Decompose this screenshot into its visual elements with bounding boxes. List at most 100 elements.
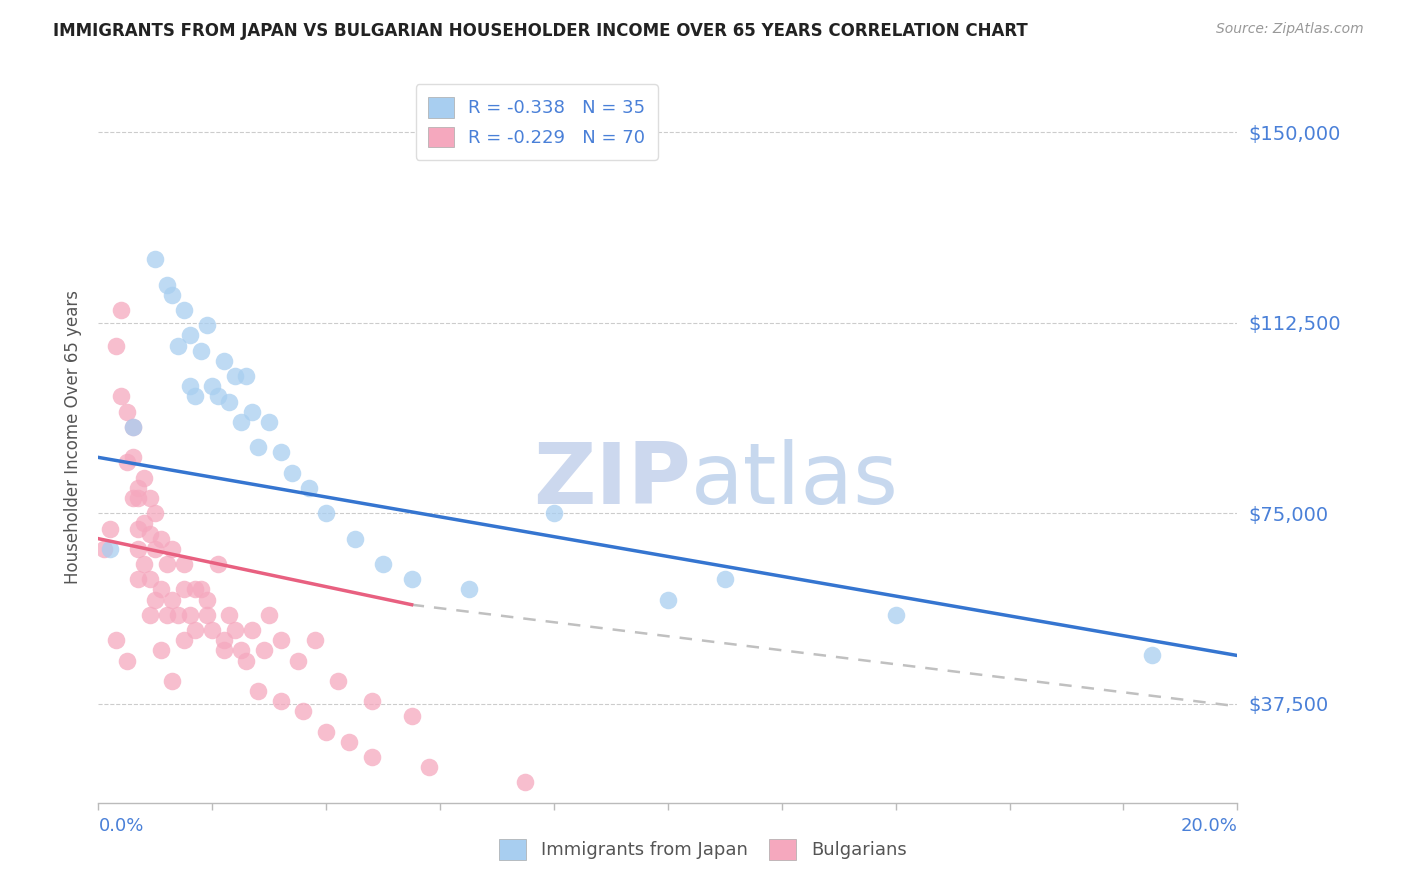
Point <box>224 623 246 637</box>
Point <box>127 541 149 556</box>
Point <box>337 735 360 749</box>
Point <box>167 338 190 352</box>
Point <box>457 582 479 597</box>
Point <box>401 709 423 723</box>
Point <box>240 405 263 419</box>
Text: 0.0%: 0.0% <box>98 817 143 835</box>
Point <box>235 369 257 384</box>
Point <box>259 415 281 429</box>
Point <box>229 643 252 657</box>
Point <box>115 455 138 469</box>
Point <box>121 420 143 434</box>
Point <box>212 354 235 368</box>
Point <box>315 724 337 739</box>
Point <box>127 491 149 505</box>
Point <box>298 481 321 495</box>
Point <box>235 654 257 668</box>
Point <box>127 572 149 586</box>
Point <box>360 750 382 764</box>
Point <box>240 623 263 637</box>
Text: atlas: atlas <box>690 440 898 523</box>
Point <box>252 643 274 657</box>
Point <box>156 607 179 622</box>
Point <box>138 526 160 541</box>
Point <box>150 643 173 657</box>
Point <box>121 450 143 465</box>
Point <box>138 607 160 622</box>
Point <box>145 592 167 607</box>
Point <box>110 389 132 403</box>
Point <box>418 760 440 774</box>
Point <box>401 572 423 586</box>
Point <box>224 369 246 384</box>
Point <box>110 303 132 318</box>
Point <box>138 572 160 586</box>
Point <box>201 379 224 393</box>
Point <box>292 705 315 719</box>
Point <box>218 394 240 409</box>
Point <box>98 541 121 556</box>
Text: ZIP: ZIP <box>533 440 690 523</box>
Point <box>326 673 349 688</box>
Point <box>190 582 212 597</box>
Point <box>270 694 292 708</box>
Point <box>360 694 382 708</box>
Point <box>543 506 565 520</box>
Point <box>229 415 252 429</box>
Point <box>167 607 190 622</box>
Point <box>515 775 537 789</box>
Point <box>93 541 115 556</box>
Point <box>179 607 201 622</box>
Point <box>315 506 337 520</box>
Y-axis label: Householder Income Over 65 years: Householder Income Over 65 years <box>63 290 82 584</box>
Text: IMMIGRANTS FROM JAPAN VS BULGARIAN HOUSEHOLDER INCOME OVER 65 YEARS CORRELATION : IMMIGRANTS FROM JAPAN VS BULGARIAN HOUSE… <box>53 22 1028 40</box>
Point <box>212 633 235 648</box>
Point <box>190 343 212 358</box>
Point <box>179 379 201 393</box>
Point <box>179 328 201 343</box>
Point <box>195 607 218 622</box>
Point <box>246 440 269 454</box>
Point <box>259 607 281 622</box>
Point <box>343 532 366 546</box>
Text: Source: ZipAtlas.com: Source: ZipAtlas.com <box>1216 22 1364 37</box>
Point <box>127 481 149 495</box>
Point <box>162 541 184 556</box>
Point <box>173 557 195 571</box>
Point <box>246 684 269 698</box>
Point <box>156 277 179 292</box>
Point <box>121 420 143 434</box>
Point <box>184 623 207 637</box>
Point <box>270 633 292 648</box>
Point <box>132 471 155 485</box>
Point <box>162 288 184 302</box>
Point <box>115 405 138 419</box>
Point <box>373 557 395 571</box>
Point <box>145 506 167 520</box>
Point <box>657 592 679 607</box>
Point <box>1140 648 1163 663</box>
Point <box>156 557 179 571</box>
Point <box>212 643 235 657</box>
Point <box>150 532 173 546</box>
Point <box>173 582 195 597</box>
Point <box>714 572 737 586</box>
Point <box>121 491 143 505</box>
Point <box>132 557 155 571</box>
Point <box>195 318 218 333</box>
Point <box>145 541 167 556</box>
Point <box>145 252 167 267</box>
Point <box>304 633 326 648</box>
Point <box>173 303 195 318</box>
Point <box>132 516 155 531</box>
Text: 20.0%: 20.0% <box>1181 817 1237 835</box>
Point <box>162 673 184 688</box>
Point <box>281 466 304 480</box>
Point <box>104 633 127 648</box>
Point <box>98 521 121 535</box>
Point <box>138 491 160 505</box>
Point <box>218 607 240 622</box>
Point <box>184 582 207 597</box>
Legend: R = -0.338   N = 35, R = -0.229   N = 70: R = -0.338 N = 35, R = -0.229 N = 70 <box>416 84 658 160</box>
Legend: Immigrants from Japan, Bulgarians: Immigrants from Japan, Bulgarians <box>492 831 914 867</box>
